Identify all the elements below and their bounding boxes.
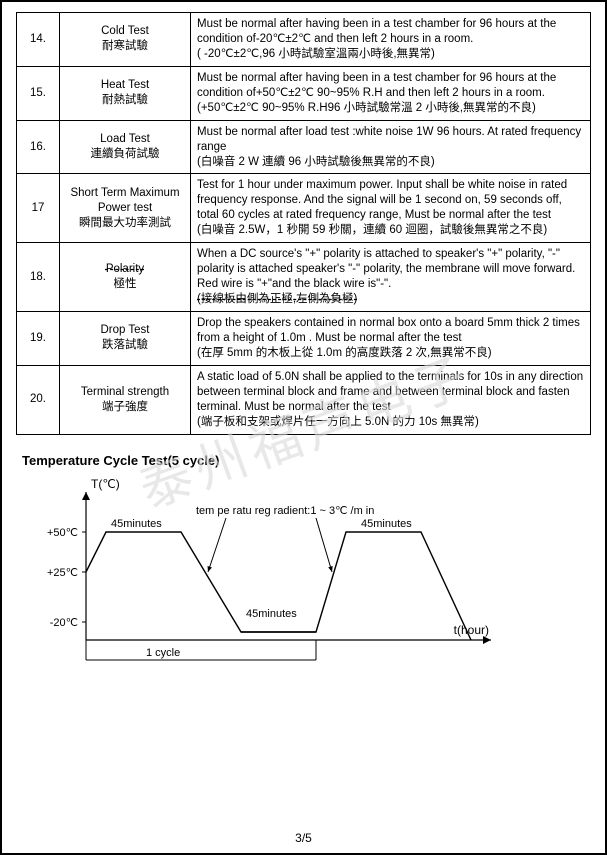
row-description: Drop the speakers contained in normal bo… <box>191 311 591 365</box>
chart-title: Temperature Cycle Test(5 cycle) <box>22 453 591 468</box>
svg-text:45minutes: 45minutes <box>111 518 162 530</box>
svg-text:t(hour): t(hour) <box>454 623 489 637</box>
svg-text:tem pe ratu reg radient:1 ~ 3℃: tem pe ratu reg radient:1 ~ 3℃ /m in <box>196 505 374 517</box>
row-description: When a DC source's "+" polarity is attac… <box>191 243 591 312</box>
row-title-zh: 極性 <box>66 277 184 292</box>
row-title-zh: 跌落試驗 <box>66 338 184 353</box>
table-row: 14.Cold Test耐寒試驗Must be normal after hav… <box>17 13 591 67</box>
page-number: 3/5 <box>2 831 605 845</box>
row-number: 17 <box>17 174 60 243</box>
row-title: Load Test連續負荷試驗 <box>60 120 191 174</box>
row-title: Heat Test耐熱試驗 <box>60 66 191 120</box>
row-number: 19. <box>17 311 60 365</box>
row-number: 18. <box>17 243 60 312</box>
table-row: 18.Polarity極性When a DC source's "+" pola… <box>17 243 591 312</box>
row-title-zh: 耐寒試驗 <box>66 39 184 54</box>
row-title-en: Polarity <box>66 262 184 277</box>
row-number: 15. <box>17 66 60 120</box>
table-row: 16.Load Test連續負荷試驗Must be normal after l… <box>17 120 591 174</box>
table-row: 17Short Term Maximum Power test瞬間最大功率測試T… <box>17 174 591 243</box>
row-description: Must be normal after having been in a te… <box>191 13 591 67</box>
row-title-en: Load Test <box>66 132 184 147</box>
row-description: A static load of 5.0N shall be applied t… <box>191 365 591 434</box>
table-row: 19.Drop Test跌落試驗Drop the speakers contai… <box>17 311 591 365</box>
svg-text:1 cycle: 1 cycle <box>146 647 180 659</box>
row-description: Must be normal after having been in a te… <box>191 66 591 120</box>
row-title-en: Short Term Maximum Power test <box>66 186 184 216</box>
svg-text:+25℃: +25℃ <box>47 567 78 579</box>
row-number: 14. <box>17 13 60 67</box>
row-number: 20. <box>17 365 60 434</box>
row-title: Polarity極性 <box>60 243 191 312</box>
row-title-zh: 耐熱試驗 <box>66 93 184 108</box>
row-title: Cold Test耐寒試驗 <box>60 13 191 67</box>
table-row: 20.Terminal strength端子強度A static load of… <box>17 365 591 434</box>
row-title: Terminal strength端子強度 <box>60 365 191 434</box>
row-number: 16. <box>17 120 60 174</box>
svg-text:+50℃: +50℃ <box>47 527 78 539</box>
table-row: 15.Heat Test耐熱試驗Must be normal after hav… <box>17 66 591 120</box>
row-title: Short Term Maximum Power test瞬間最大功率測試 <box>60 174 191 243</box>
row-title-en: Drop Test <box>66 323 184 338</box>
row-title-en: Terminal strength <box>66 385 184 400</box>
svg-text:45minutes: 45minutes <box>246 608 297 620</box>
row-title-en: Cold Test <box>66 24 184 39</box>
row-description: Test for 1 hour under maximum power. Inp… <box>191 174 591 243</box>
svg-text:45minutes: 45minutes <box>361 518 412 530</box>
row-title-zh: 瞬間最大功率測試 <box>66 216 184 231</box>
row-description: Must be normal after load test :white no… <box>191 120 591 174</box>
page: 泰州福声电子 14.Cold Test耐寒試驗Must be normal af… <box>0 0 607 855</box>
svg-text:-20℃: -20℃ <box>50 617 78 629</box>
temperature-cycle-chart: +50℃ +25℃ -20℃ T(℃) t(hour) tem pe ratu reg r… <box>16 472 536 702</box>
row-title-zh: 端子強度 <box>66 400 184 415</box>
row-title-zh: 連續負荷試驗 <box>66 147 184 162</box>
row-title: Drop Test跌落試驗 <box>60 311 191 365</box>
svg-text:T(℃): T(℃) <box>91 477 120 491</box>
spec-table: 14.Cold Test耐寒試驗Must be normal after hav… <box>16 12 591 435</box>
row-title-en: Heat Test <box>66 78 184 93</box>
